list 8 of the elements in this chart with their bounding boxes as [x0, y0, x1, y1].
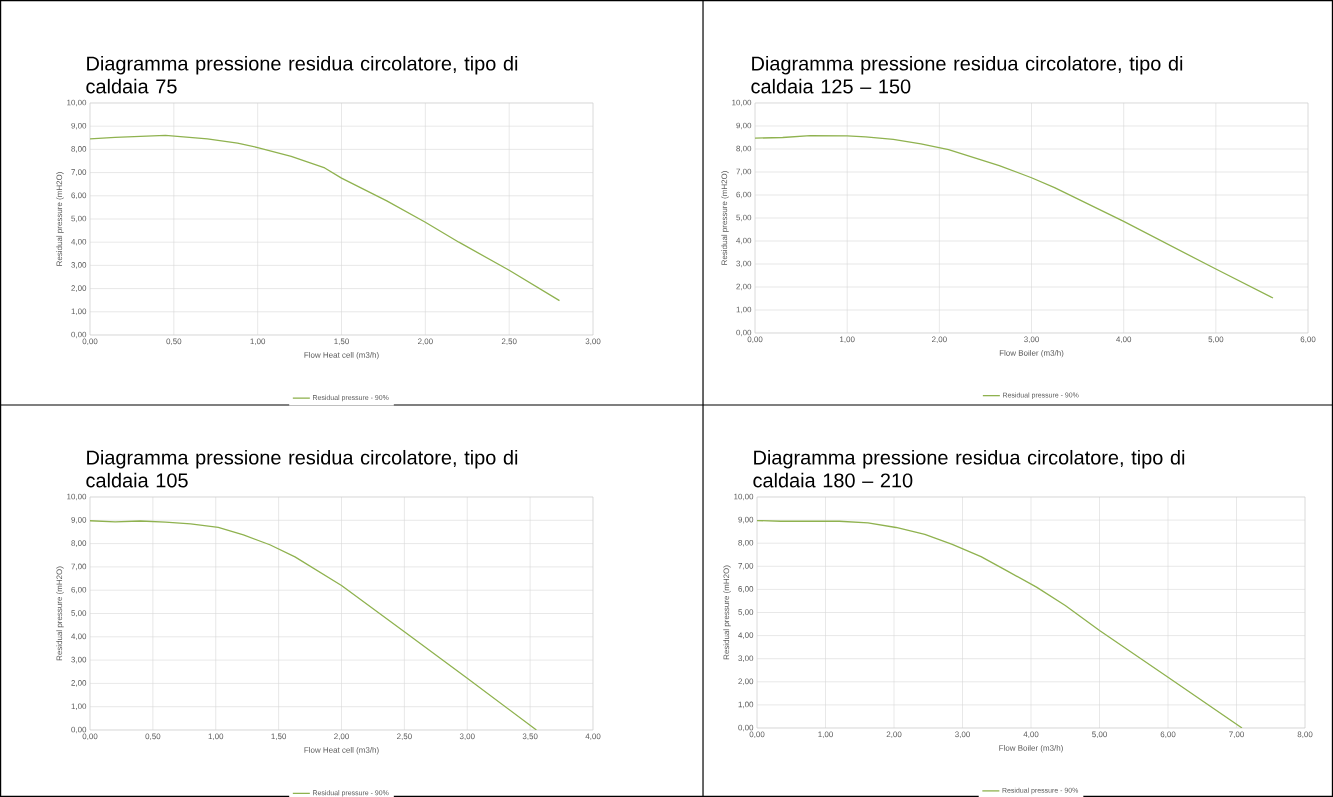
- chart-title: Diagramma pressione residua circolatore, tipo di caldaia 125 – 150: [751, 55, 1183, 94]
- chart-title: Diagramma pressione residua circolatore, tipo di caldaia 105: [86, 449, 518, 488]
- line-series: [90, 134, 561, 302]
- chart-title: Diagramma pressione residua circolatore, tipo di caldaia 75: [86, 55, 518, 94]
- chart-title: Diagramma pressione residua circolatore, tipo di caldaia 180 – 210: [753, 449, 1185, 488]
- line-series: [755, 134, 1274, 299]
- line-series: [90, 520, 538, 730]
- line-series: [757, 519, 1243, 728]
